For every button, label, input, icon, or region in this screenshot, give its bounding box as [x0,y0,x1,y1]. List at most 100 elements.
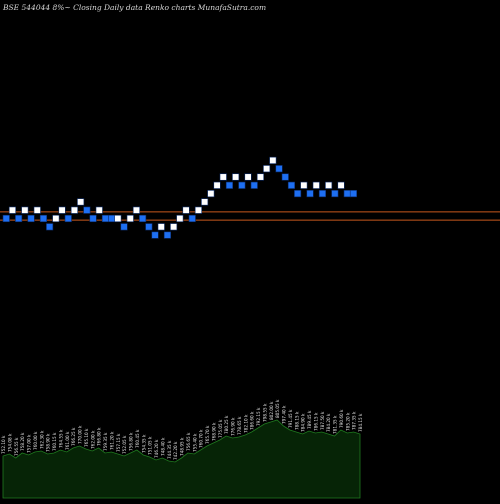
renko-brick-down [294,190,302,198]
volume-label: 768.90 k [211,422,216,441]
volume-label: 784.90 k [301,413,306,432]
renko-brick-down [64,214,72,223]
volume-label: 785.20 k [345,412,350,431]
volume-label: 752.05 k [122,435,127,454]
volume-label: 765.70 k [205,425,210,444]
volume-label: 756.65 k [186,432,191,451]
volume-label: 787.35 k [352,411,357,430]
renko-brick-up [170,223,178,231]
volume-label: 757.00 k [27,434,32,453]
renko-brick-up [244,173,252,181]
renko-brick-down [349,190,358,198]
volume-label: 755.40 k [192,433,197,452]
renko-brick-down [275,165,283,173]
renko-brick-down [101,214,109,223]
renko-brick-down [151,231,159,239]
volume-label: 790.60 k [339,409,344,428]
volume-label: 742.20 k [173,441,178,460]
renko-brick-up [52,214,60,223]
volume-label: 758.20 k [20,432,25,451]
renko-brick-down [318,190,327,198]
renko-brick-up [132,206,140,214]
renko-brick-up [8,206,16,214]
renko-brick-down [145,223,153,231]
renko-brick-up [213,181,221,189]
volume-label: 775.05 k [218,419,223,438]
renko-brick-up [263,165,271,173]
volume-label: 786.60 k [250,411,255,430]
renko-brick-down [250,181,258,189]
renko-brick-up [126,214,134,223]
renko-brick-down [225,181,233,189]
renko-brick-down [287,181,296,189]
volume-label: 780.25 k [224,415,229,434]
volume-label: 798.55 k [262,403,267,422]
renko-brick-down [331,190,339,198]
renko-brick-down [46,223,54,231]
volume-label: 784.15 k [358,413,363,432]
volume-label: 758.90 k [46,433,51,452]
volume-label: 754.35 k [141,434,146,453]
renko-brick-down [281,173,289,181]
volume-label: 782.10 k [243,414,248,433]
renko-brick-up [194,206,202,214]
volume-label: 781.35 k [333,415,338,434]
renko-brick-up [58,206,66,214]
volume-label: 764.55 k [58,429,63,448]
renko-brick-up [269,156,277,164]
volume-label: 748.40 k [160,437,165,456]
renko-brick-down [238,181,246,189]
renko-brick-up [207,190,215,198]
volume-label: 778.65 k [237,416,242,435]
volume-label: 791.45 k [288,409,293,428]
renko-brick-up [33,206,41,214]
renko-brick-up [176,214,184,223]
volume-label: 746.20 k [154,439,159,458]
renko-brick-down [120,223,128,231]
volume-label: 744.35 k [167,440,172,459]
volume-label: 776.90 k [231,417,236,436]
renko-brick-down [15,214,23,223]
volume-label: 805.05 k [275,399,280,418]
volume-label: 760.70 k [199,429,204,448]
volume-label: 789.45 k [307,410,312,429]
volume-label: 760.15 k [52,432,57,451]
renko-brick-down [83,206,91,214]
renko-brick-up [21,206,29,214]
volume-label: 797.40 k [282,405,287,424]
renko-brick-up [114,214,122,223]
renko-brick-up [70,206,78,214]
renko-brick-down [27,214,35,223]
volume-label: 761.00 k [65,431,70,450]
renko-brick-up [157,223,165,231]
renko-brick-up [300,181,308,189]
volume-label: 760.00 k [33,431,38,450]
renko-brick-down [139,214,147,223]
renko-brick-down [108,214,116,223]
renko-brick-up [337,181,345,189]
volume-label: 754.08 k [7,433,12,452]
volume-label: 792.15 k [256,407,261,426]
volume-label: 765.10 k [84,428,89,447]
renko-brick-up [95,206,103,214]
volume-label: 786.15 k [313,412,318,431]
chart-title: BSE 544044 8%~ Closing Daily data Renko … [3,3,267,12]
volume-label: 762.00 k [90,430,95,449]
renko-brick-down [163,231,171,239]
volume-label: 788.15 k [294,411,299,430]
volume-label: 787.50 k [320,411,325,430]
volume-label: 759.35 k [103,432,108,451]
renko-brick-up [201,198,209,206]
renko-brick-up [232,173,240,181]
volume-label: 756.55 k [14,437,19,456]
renko-brick-down [39,214,48,223]
renko-brick-up [256,173,265,181]
renko-brick-up [219,173,227,181]
renko-brick-down [343,190,351,198]
volume-label: 770.00 k [78,425,83,444]
renko-brick-down [188,214,196,223]
volume-area [2,419,361,499]
volume-label: 802.00 k [269,401,274,420]
